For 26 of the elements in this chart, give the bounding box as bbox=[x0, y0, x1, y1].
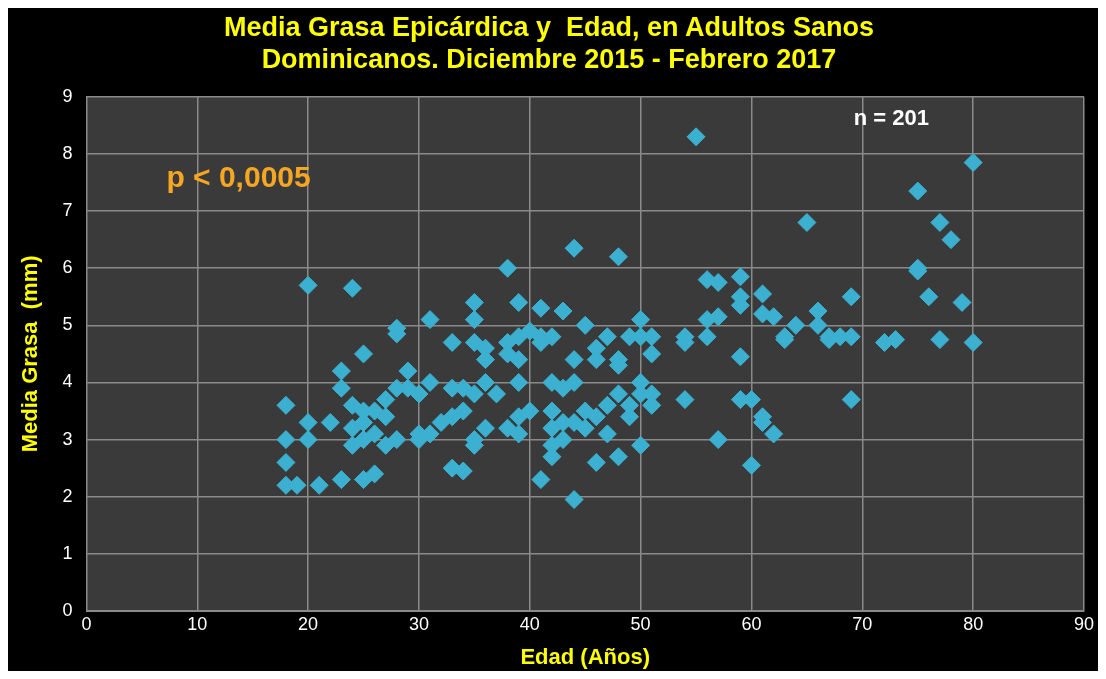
y-tick-label: 8 bbox=[62, 142, 73, 163]
annotation: n = 201 bbox=[853, 104, 929, 130]
y-axis-title: Media Grasa (mm) bbox=[17, 255, 43, 453]
y-tick-label: 5 bbox=[62, 314, 73, 335]
y-tick-label: 3 bbox=[62, 428, 73, 449]
y-tick-label: 4 bbox=[62, 371, 73, 392]
y-tick-label: 6 bbox=[62, 257, 73, 278]
y-tick-label: 9 bbox=[62, 85, 73, 106]
y-tick-label: 0 bbox=[62, 599, 73, 620]
annotation: p < 0,0005 bbox=[166, 160, 311, 194]
x-tick-label: 70 bbox=[852, 613, 873, 634]
x-tick-label: 80 bbox=[963, 613, 984, 634]
x-tick-label: 0 bbox=[81, 613, 92, 634]
x-axis-title: Edad (Años) bbox=[520, 643, 650, 669]
x-tick-label: 40 bbox=[519, 613, 540, 634]
x-tick-label: 20 bbox=[298, 613, 319, 634]
y-tick-label: 2 bbox=[62, 485, 73, 506]
x-tick-label: 10 bbox=[187, 613, 208, 634]
y-tick-label: 7 bbox=[62, 200, 73, 221]
x-tick-label: 50 bbox=[630, 613, 651, 634]
x-tick-label: 60 bbox=[741, 613, 762, 634]
y-tick-label: 1 bbox=[62, 542, 73, 563]
text: Dominicanos. Diciembre 2015 - Febrero 2017 bbox=[261, 44, 837, 75]
x-tick-label: 90 bbox=[1073, 613, 1095, 634]
text: Media Grasa Epicárdica y Edad, en Adultos Sanos bbox=[223, 11, 875, 42]
x-tick-label: 30 bbox=[408, 613, 429, 634]
